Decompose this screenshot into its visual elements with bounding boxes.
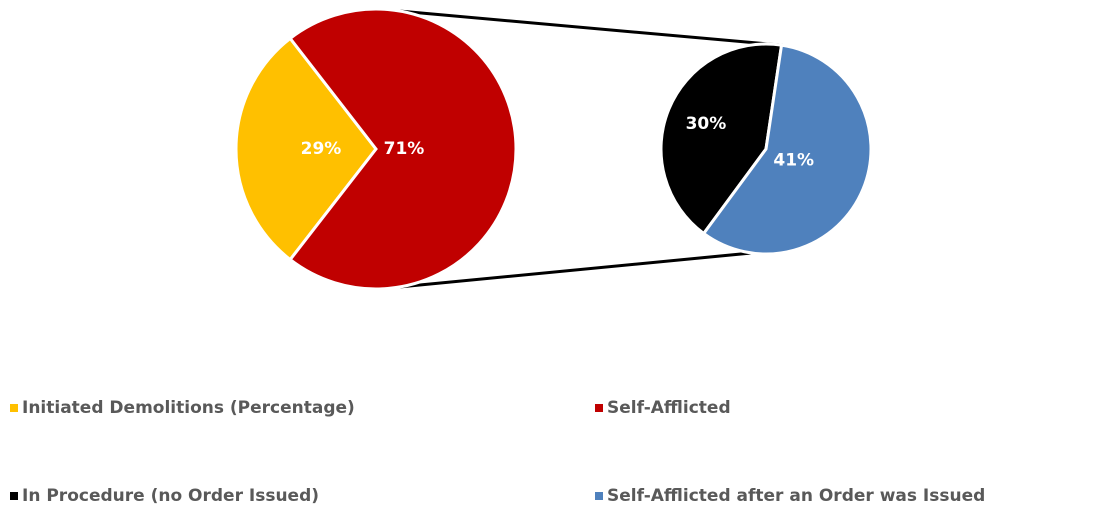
pie-slice [659,42,784,236]
legend-swatch [10,492,18,500]
legend-swatch [595,404,603,412]
data-label: 29% [301,139,342,159]
pie-slice [701,43,873,256]
data-label: 41% [773,150,814,170]
pie-slice [288,7,518,291]
legend-swatch [595,492,603,500]
connector [400,251,752,289]
pie-slice [234,36,378,262]
legend-label: Self-Afflicted [607,398,731,418]
legend-swatch [10,404,18,412]
connector [400,9,783,47]
legend-label: In Procedure (no Order Issued) [22,486,319,506]
data-label: 30% [686,114,727,134]
legend-label: Self-Afflicted after an Order was Issued [607,486,985,506]
legend-label: Initiated Demolitions (Percentage) [22,398,355,418]
data-label: 71% [384,139,425,159]
